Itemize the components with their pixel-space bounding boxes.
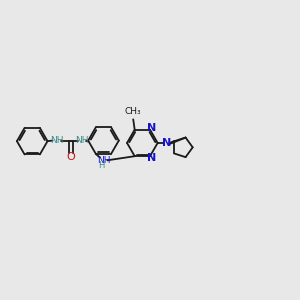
Text: NH: NH — [76, 136, 89, 145]
Text: N: N — [147, 153, 157, 163]
Text: NH: NH — [50, 136, 64, 145]
Text: O: O — [67, 152, 76, 162]
Text: NH: NH — [97, 156, 110, 165]
Text: N: N — [147, 123, 157, 133]
Text: H: H — [98, 161, 104, 170]
Text: N: N — [163, 138, 172, 148]
Text: CH₃: CH₃ — [125, 106, 142, 116]
